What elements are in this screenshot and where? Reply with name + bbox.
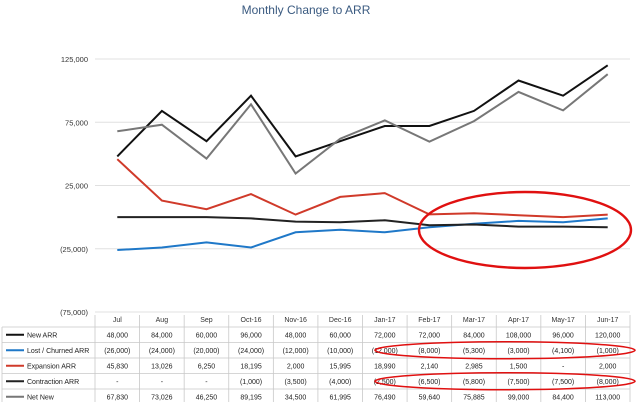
highlight-ellipse-row [374,371,636,391]
legend-entry: Expansion ARR [27,363,76,370]
table-cell: 84,400 [552,394,574,401]
table-cell: 99,000 [508,394,530,401]
table-cell: 61,995 [329,394,351,401]
table-cell: (1,000) [240,379,262,386]
table-cell: - [161,379,164,386]
table-cell: 15,995 [329,363,351,370]
table-cell: 96,000 [240,332,262,339]
y-tick-label: 125,000 [61,55,88,64]
x-category-label: Dec-16 [329,317,352,324]
y-tick-label: 75,000 [65,118,88,127]
y-axis-ticks: 125,000 75,000 25,000 (25,000) (75,000) [60,55,88,317]
table-cell: 48,000 [107,332,129,339]
table-cell: 46,250 [196,394,218,401]
table-cell: (8,000) [597,379,619,386]
table-cell: (5,300) [463,348,485,355]
table-cell: 59,640 [419,394,441,401]
legend-entry: Lost / Churned ARR [27,348,89,355]
table-cell: 67,830 [107,394,129,401]
table-cell: 72,000 [419,332,441,339]
table-cell: - [205,379,208,386]
table-cell: 2,000 [599,363,617,370]
x-category-label: Jan-17 [374,317,396,324]
table-cell: (12,000) [372,348,398,355]
table-cell: (24,000) [238,348,264,355]
table-cell: 45,830 [107,363,129,370]
table-cell: (2,500) [374,379,396,386]
y-tick-label: (75,000) [60,308,88,317]
table-cell: 108,000 [506,332,531,339]
x-category-label: Feb-17 [418,317,440,324]
x-category-label: Mar-17 [463,317,485,324]
table-cell: (20,000) [193,348,219,355]
table-cell: (26,000) [104,348,130,355]
table-cell: 34,500 [285,394,307,401]
legend-entry: Contraction ARR [27,379,79,386]
table-cell: (1,000) [597,348,619,355]
y-tick-label: 25,000 [65,182,88,191]
table-cell: (4,000) [329,379,351,386]
chart-title: Monthly Change to ARR [242,3,371,17]
x-category-label: Jun-17 [597,317,619,324]
y-tick-label: (25,000) [60,245,88,254]
table-cell: 84,000 [463,332,485,339]
series-line-4 [117,73,609,175]
table-cell: 18,990 [374,363,396,370]
table-cell: 18,195 [240,363,262,370]
series-line-3 [117,216,608,229]
series-lines [116,64,609,251]
x-category-label: Apr-17 [508,317,529,324]
table-cell: (6,500) [418,379,440,386]
table-cell: 1,500 [510,363,528,370]
table-cell: (3,500) [285,379,307,386]
table-cell: (7,500) [507,379,529,386]
table-cell: (4,100) [552,348,574,355]
table-cell: 76,490 [374,394,396,401]
legend-entry: New ARR [27,332,57,339]
table-cell: 96,000 [552,332,574,339]
table-cell: (10,000) [327,348,353,355]
table-cell: 6,250 [198,363,216,370]
x-category-label: Jul [113,317,122,324]
table-cell: 13,026 [151,363,173,370]
series-line-0 [116,64,609,158]
table-cell: (24,000) [149,348,175,355]
series-line-2 [116,158,608,219]
table-cell: 60,000 [329,332,351,339]
table-cell: 2,140 [421,363,439,370]
table-cell: 2,000 [287,363,305,370]
table-cell: 120,000 [595,332,620,339]
table-cell: 89,195 [240,394,262,401]
x-category-label: Nov-16 [284,317,307,324]
table-cell: (8,000) [418,348,440,355]
table-cell: 113,000 [595,394,620,401]
table-cell: 73,026 [151,394,173,401]
table-cell: 75,885 [463,394,485,401]
highlight-annotations [374,190,636,391]
legend-entry: Net New [27,394,55,401]
table-cell: 48,000 [285,332,307,339]
x-category-label: Aug [156,317,169,324]
table-cell: 72,000 [374,332,396,339]
table-cell: 2,985 [465,363,483,370]
table-cell: (5,800) [463,379,485,386]
series-line-1 [117,217,608,251]
x-category-label: May-17 [551,317,574,324]
x-category-label: Oct-16 [241,317,262,324]
table-cell: (7,500) [552,379,574,386]
gridlines [95,58,630,313]
table-cell: - [116,379,119,386]
table-cell: (3,000) [507,348,529,355]
table-cell: (12,000) [283,348,309,355]
highlight-ellipse-row [374,340,636,360]
table-cell: - [562,363,565,370]
x-category-label: Sep [200,317,213,324]
table-cell: 84,000 [151,332,173,339]
table-cell: 60,000 [196,332,218,339]
highlight-ellipse-chart [417,190,633,270]
